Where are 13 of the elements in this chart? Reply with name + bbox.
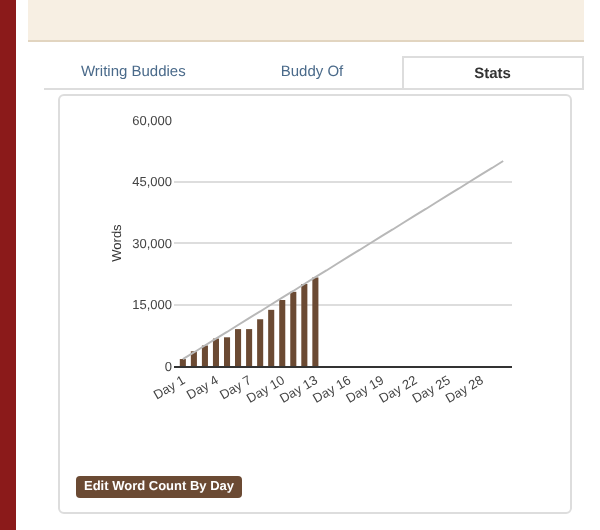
- bar: [179, 359, 186, 366]
- bar: [312, 277, 319, 366]
- bar: [212, 338, 220, 366]
- bar: [290, 291, 297, 366]
- bar: [301, 284, 308, 366]
- line-series: [181, 160, 505, 361]
- bar: [279, 300, 286, 366]
- bar: [257, 319, 264, 366]
- bar: [201, 345, 208, 366]
- bar: [223, 337, 231, 366]
- bar: [268, 309, 275, 366]
- bar: [246, 329, 253, 366]
- bar: [235, 329, 242, 366]
